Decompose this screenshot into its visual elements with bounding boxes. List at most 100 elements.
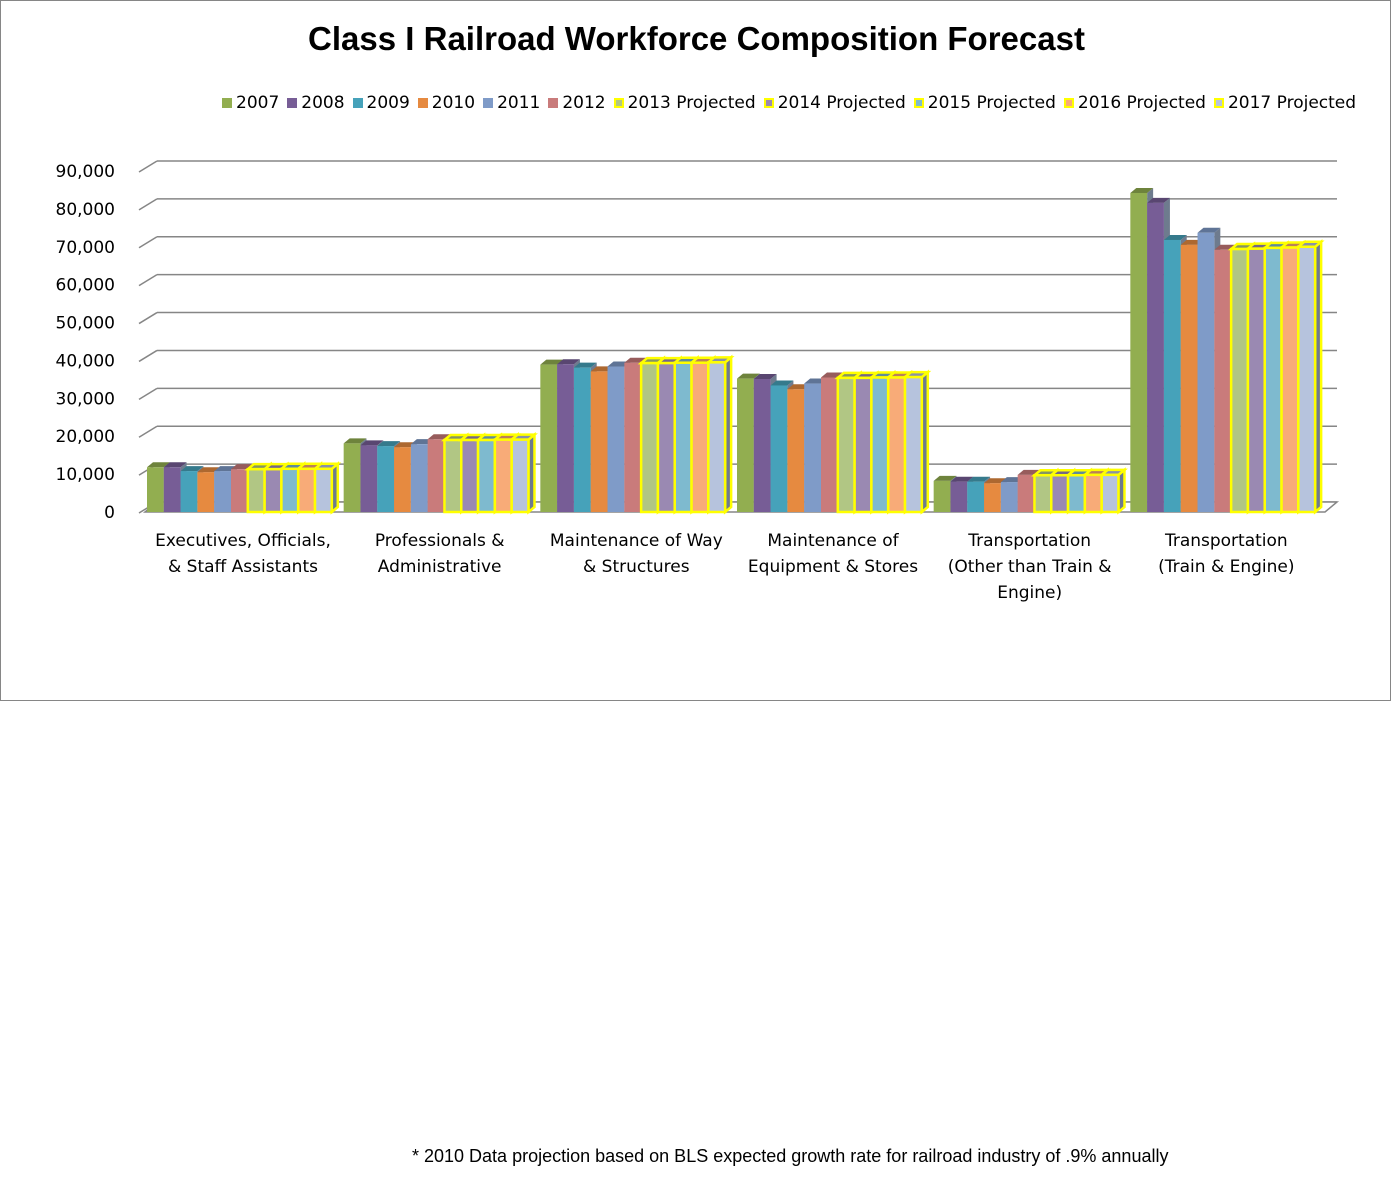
- legend-item: 2014 Projected: [763, 93, 906, 113]
- bar-2009: [1163, 239, 1181, 513]
- bar-2015-projected: [1066, 473, 1087, 514]
- bar-top: [1130, 187, 1154, 193]
- bar-2007: [147, 467, 164, 512]
- legend-item: 2017 Projected: [1213, 93, 1356, 113]
- bar-2017-projected: [1100, 473, 1120, 514]
- bar-top: [1147, 197, 1170, 203]
- category-label-line: & Structures: [583, 557, 690, 577]
- bar-2011: [410, 444, 428, 512]
- bar-2014-projected: [853, 376, 873, 514]
- bar-2014-projected: [656, 361, 676, 514]
- bar-top: [343, 438, 367, 444]
- legend-swatch: [1213, 98, 1224, 108]
- gridline-tick: [138, 198, 158, 211]
- legend-swatch: [483, 98, 494, 108]
- gridline-tick: [138, 311, 158, 325]
- y-tick-label: 0: [104, 503, 115, 523]
- y-tick-label: 70,000: [56, 238, 115, 258]
- legend: 2007 2008 2009 2010 2011 2012 2013 Projected 20…: [222, 93, 1356, 113]
- bar-2013-projected: [246, 467, 266, 514]
- bar-2010: [984, 483, 1001, 512]
- legend-swatch: [763, 98, 774, 108]
- legend-label: 2014 Projected: [777, 93, 906, 113]
- bar-2017-projected: [1297, 245, 1317, 514]
- category-label: Maintenance of Equipment & Stores: [735, 528, 931, 580]
- bar-2012: [231, 469, 248, 512]
- bar-2007: [1130, 192, 1148, 512]
- gridline-tick: [138, 349, 158, 363]
- bar-2013-projected: [836, 376, 856, 514]
- category-label-line: Transportation: [968, 531, 1092, 551]
- category-label-line: Executives, Officials,: [155, 531, 331, 551]
- category-label-line: & Staff Assistants: [168, 557, 318, 577]
- bar-2011: [804, 383, 821, 512]
- gridline-tick: [138, 160, 158, 173]
- legend-swatch: [352, 98, 363, 108]
- category-label-line: Equipment & Stores: [747, 557, 919, 577]
- bar-top: [753, 374, 777, 380]
- category-label-line: Engine): [997, 583, 1063, 603]
- bar-top: [147, 462, 170, 468]
- category-label: Professionals & Administrative: [342, 528, 538, 580]
- legend-item: 2009: [352, 93, 410, 113]
- bar-2010: [394, 447, 411, 512]
- legend-swatch: [417, 98, 428, 108]
- legend-item: 2013 Projected: [613, 93, 756, 113]
- legend-label: 2011: [497, 93, 541, 113]
- bar-top: [360, 440, 384, 446]
- y-tick-label: 30,000: [56, 389, 115, 409]
- bar-2016-projected: [493, 438, 513, 514]
- bar-top: [427, 434, 451, 440]
- bar-2016-projected: [690, 361, 710, 514]
- category-label-line: (Train & Engine): [1158, 557, 1295, 577]
- y-tick-label: 80,000: [56, 200, 115, 220]
- bar-2015-projected: [1263, 246, 1283, 514]
- bar-2011: [1197, 232, 1215, 512]
- legend-label: 2015 Projected: [927, 93, 1056, 113]
- bar-2015-projected: [476, 438, 497, 514]
- bar-2008: [1147, 202, 1164, 512]
- bar-2011: [1000, 482, 1018, 512]
- bar-2012: [821, 377, 838, 512]
- bar-top: [180, 466, 204, 472]
- bar-top: [163, 462, 187, 468]
- bar-2016-projected: [1083, 473, 1103, 514]
- bar-2016-projected: [1280, 246, 1300, 514]
- bar-2008: [557, 364, 574, 512]
- gridline-tick: [138, 236, 158, 249]
- category-label: Transportation (Other than Train & Engine): [932, 528, 1128, 606]
- legend-item: 2008: [287, 93, 345, 113]
- y-tick-label: 50,000: [56, 314, 115, 334]
- bar-top: [1197, 227, 1221, 233]
- bar-2007: [933, 480, 951, 512]
- legend-label: 2010: [431, 93, 476, 113]
- bar-2016-projected: [886, 376, 907, 514]
- legend-label: 2007: [236, 93, 280, 113]
- bar-top: [950, 476, 974, 482]
- bar-2010: [1180, 244, 1198, 512]
- legend-label: 2013 Projected: [627, 93, 756, 113]
- bar-2008: [163, 467, 181, 512]
- bar-2014-projected: [1246, 247, 1266, 514]
- bar-top: [967, 476, 991, 482]
- bar-2010: [590, 371, 608, 512]
- bar-2015-projected: [870, 376, 890, 514]
- bar-2010: [787, 389, 805, 512]
- bar-2007: [540, 364, 558, 512]
- bar-2009: [573, 367, 591, 512]
- bar-top: [540, 359, 564, 365]
- legend-label: 2016 Projected: [1077, 93, 1206, 113]
- bar-top: [573, 362, 597, 368]
- bar-2007: [343, 443, 361, 512]
- plot-area: 0 10,000 20,000 30,000 40,000 50,000 60,000 70,…: [56, 160, 1340, 523]
- bar-top: [737, 373, 760, 379]
- bar-2012: [427, 439, 445, 512]
- bar-2013-projected: [443, 438, 463, 514]
- bar-2009: [967, 481, 985, 512]
- bar-2012: [1017, 474, 1035, 512]
- gridline-tick: [138, 425, 158, 438]
- y-tick-label: 20,000: [56, 427, 115, 447]
- bar-2007: [737, 378, 754, 512]
- legend-item: 2015 Projected: [913, 93, 1056, 113]
- bar-2009: [377, 446, 395, 512]
